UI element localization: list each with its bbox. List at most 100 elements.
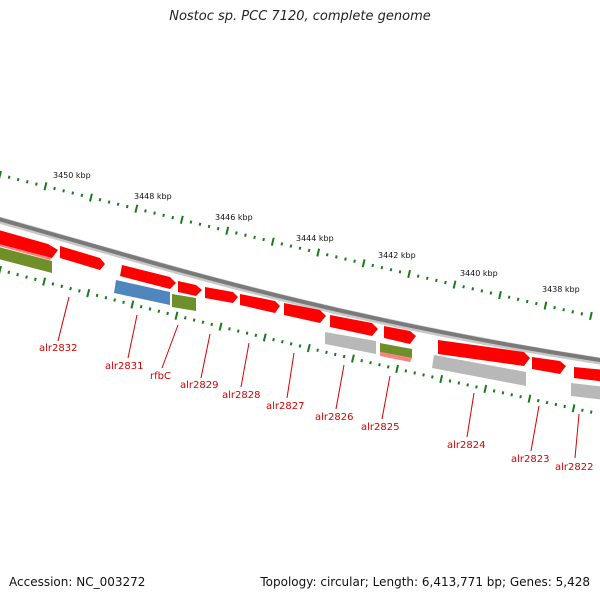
- scale-minor-tick: [51, 282, 55, 286]
- scale-major-tick: [571, 404, 576, 413]
- scale-minor-tick: [122, 300, 125, 304]
- scale-major-tick: [86, 289, 91, 298]
- gene-feature-green-1[interactable]: [0, 246, 52, 273]
- scale-minor-tick: [272, 337, 275, 342]
- gene-feature-shadow: [0, 244, 52, 260]
- scale-major-tick: [543, 301, 548, 310]
- scale-major-tick: [134, 204, 139, 213]
- scale-major-tick: [452, 280, 457, 289]
- scale-label-3448: 3448 kbp: [134, 192, 172, 201]
- scale-label-3444: 3444 kbp: [296, 234, 334, 243]
- gene-feature-alr2822[interactable]: [532, 357, 566, 374]
- scale-major-tick: [218, 322, 223, 331]
- scale-minor-tick: [369, 361, 372, 365]
- gene-feature-blue[interactable]: [114, 280, 170, 305]
- scale-minor-tick: [335, 255, 338, 259]
- scale-minor-tick: [244, 233, 247, 237]
- scale-major-tick: [43, 182, 48, 191]
- scale-minor-tick: [325, 253, 329, 257]
- scale-minor-tick: [98, 198, 102, 202]
- gene-feature-alr2831[interactable]: [60, 246, 105, 270]
- scale-minor-tick: [371, 263, 375, 268]
- scale-minor-tick: [404, 369, 408, 373]
- scale-label-3442: 3442 kbp: [378, 251, 416, 260]
- scale-minor-tick: [571, 310, 575, 314]
- scale-major-tick: [42, 277, 47, 286]
- scale-minor-tick: [413, 371, 416, 375]
- scale-minor-tick: [466, 383, 469, 387]
- scale-minor-tick: [95, 293, 99, 298]
- scale-minor-tick: [471, 287, 475, 291]
- scale-minor-tick: [16, 177, 20, 182]
- scale-major-tick: [179, 215, 184, 224]
- gene-label: alr2828: [222, 390, 260, 401]
- scale-minor-tick: [378, 363, 381, 367]
- scale-minor-tick: [316, 348, 319, 352]
- scale-minor-tick: [525, 299, 529, 304]
- scale-minor-tick: [386, 365, 390, 369]
- gene-feature-alr2823[interactable]: [438, 340, 530, 366]
- scale-minor-tick: [35, 182, 38, 186]
- scale-minor-tick: [581, 408, 584, 412]
- scale-minor-tick: [33, 277, 37, 282]
- scale-minor-tick: [183, 316, 187, 320]
- scale-minor-tick: [448, 379, 452, 383]
- gene-leader-lines: [57, 296, 580, 459]
- scale-major-tick: [0, 170, 2, 180]
- scale-minor-tick: [554, 402, 558, 407]
- scale-minor-tick: [53, 186, 56, 191]
- scale-major-tick: [407, 269, 411, 279]
- gene-feature-alr2829[interactable]: [178, 281, 202, 296]
- accession-text: Accession: NC_003272: [9, 575, 146, 589]
- scale-minor-tick: [342, 354, 346, 359]
- scale-minor-tick: [492, 389, 496, 393]
- scale-minor-tick: [104, 296, 108, 300]
- scale-minor-tick: [60, 284, 64, 289]
- scale-minor-tick: [289, 342, 293, 346]
- gene-feature-alr2827[interactable]: [240, 294, 280, 313]
- scale-major-tick: [306, 343, 311, 353]
- gene-feature-grey-3[interactable]: [571, 383, 600, 400]
- scale-minor-tick: [289, 244, 293, 248]
- scale-minor-tick: [431, 375, 434, 379]
- genome-backbone: [0, 217, 600, 363]
- scale-major-tick: [527, 394, 532, 403]
- scale-major-tick: [174, 311, 179, 320]
- gene-feature-green-3[interactable]: [380, 343, 412, 358]
- scale-minor-tick: [536, 398, 540, 403]
- gene-feature-rfbC[interactable]: [120, 265, 176, 289]
- scale-minor-tick: [166, 311, 169, 316]
- scale-minor-tick: [425, 276, 429, 280]
- scale-label-3438: 3438 kbp: [542, 285, 580, 294]
- scale-minor-tick: [507, 295, 511, 299]
- scale-minor-tick: [78, 289, 81, 293]
- gene-feature-alr2832[interactable]: [0, 229, 58, 258]
- scale-major-tick: [0, 265, 2, 275]
- scale-minor-tick: [69, 286, 72, 291]
- scale-minor-tick: [333, 352, 337, 357]
- scale-minor-tick: [298, 344, 302, 348]
- scale-major-tick: [498, 290, 502, 300]
- gene-feature-grey-2[interactable]: [432, 355, 526, 386]
- scale-minor-tick: [80, 193, 84, 198]
- gene-feature-alr2825[interactable]: [330, 315, 378, 336]
- scale-minor-tick: [262, 237, 265, 242]
- scale-minor-tick: [535, 301, 538, 306]
- gene-label: alr2827: [266, 401, 304, 412]
- scale-minor-tick: [207, 224, 211, 229]
- gene-feature-grey-1[interactable]: [325, 332, 376, 354]
- scale-label-3446: 3446 kbp: [215, 213, 253, 222]
- scale-minor-tick: [380, 265, 384, 270]
- scale-minor-tick: [216, 226, 220, 231]
- scale-minor-tick: [7, 175, 11, 179]
- genome-summary-text: Topology: circular; Length: 6,413,771 bp…: [260, 575, 590, 589]
- gene-feature-partial[interactable]: [574, 367, 600, 382]
- scale-minor-tick: [353, 259, 356, 263]
- gene-feature-alr2826[interactable]: [284, 303, 326, 323]
- scale-major-tick: [351, 354, 355, 363]
- gene-feature-alr2828[interactable]: [205, 287, 238, 303]
- gene-feature-alr2824[interactable]: [384, 326, 416, 344]
- gene-feature-green-2[interactable]: [172, 294, 196, 311]
- scale-minor-tick: [280, 242, 284, 246]
